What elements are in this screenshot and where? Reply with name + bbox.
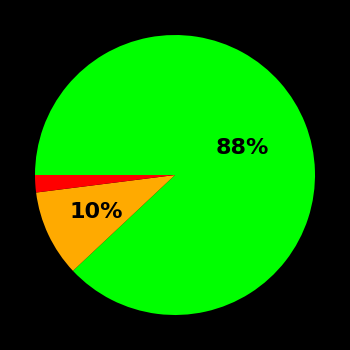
Text: 10%: 10% bbox=[70, 202, 123, 222]
Wedge shape bbox=[36, 175, 175, 271]
Text: 88%: 88% bbox=[216, 138, 270, 158]
Wedge shape bbox=[35, 175, 175, 192]
Wedge shape bbox=[35, 35, 315, 315]
